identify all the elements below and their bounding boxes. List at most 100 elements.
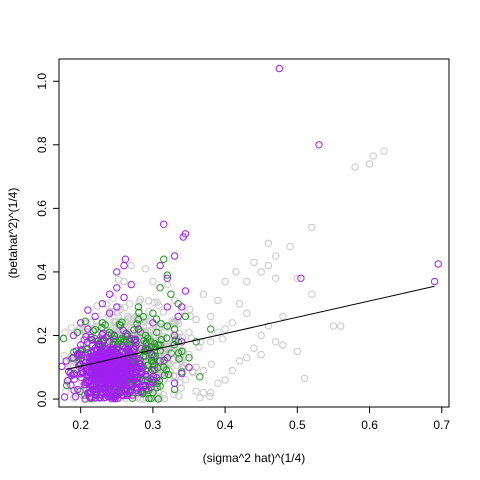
x-tick-label: 0.5: [289, 418, 306, 432]
data-point: [157, 336, 166, 344]
data-point: [77, 341, 85, 349]
data-point: [192, 363, 200, 371]
data-point: [221, 325, 229, 333]
data-point: [275, 64, 283, 73]
data-point: [182, 376, 190, 384]
data-point: [60, 352, 69, 360]
data-point: [156, 382, 164, 390]
data-point: [105, 392, 114, 400]
x-axis-label: (sigma^2 hat)^(1/4): [203, 451, 306, 465]
data-point: [61, 328, 69, 336]
data-point: [149, 309, 157, 317]
data-point: [73, 350, 82, 358]
data-point: [127, 280, 135, 289]
data-point: [152, 343, 160, 351]
data-point: [62, 381, 71, 390]
data-point: [123, 312, 132, 321]
data-point: [105, 338, 114, 346]
data-point: [122, 359, 130, 368]
data-point: [105, 309, 114, 317]
y-tick-label: 0.4: [35, 263, 49, 280]
data-point: [115, 320, 124, 329]
data-point: [178, 338, 186, 346]
data-point: [218, 335, 227, 343]
data-point: [130, 326, 138, 334]
data-point: [380, 147, 388, 155]
data-point: [235, 300, 244, 308]
data-point: [67, 381, 75, 389]
data-point: [430, 277, 439, 286]
data-point: [117, 357, 126, 365]
data-point: [124, 353, 133, 361]
data-point: [297, 274, 305, 282]
data-point: [192, 387, 200, 395]
data-point: [81, 317, 90, 325]
data-point: [365, 160, 374, 168]
data-point: [174, 320, 183, 328]
data-point: [159, 391, 168, 399]
data-point: [120, 261, 128, 270]
data-point: [156, 347, 165, 355]
data-point: [207, 338, 215, 346]
data-point: [163, 354, 172, 362]
data-point: [181, 312, 190, 321]
data-point: [192, 338, 200, 346]
data-point: [170, 320, 179, 328]
data-point: [196, 373, 204, 381]
data-point: [99, 329, 107, 337]
data-point: [207, 312, 215, 321]
data-point: [138, 367, 147, 376]
data-point: [170, 379, 179, 387]
data-point: [250, 344, 258, 352]
data-point: [107, 393, 115, 401]
data-point: [221, 376, 229, 384]
data-point: [152, 315, 161, 323]
data-point: [84, 372, 93, 380]
data-point: [134, 378, 142, 386]
data-point: [173, 362, 181, 370]
data-point: [77, 319, 85, 327]
data-point: [163, 280, 172, 289]
data-point: [93, 346, 101, 354]
data-point: [65, 367, 73, 376]
data-point: [214, 296, 222, 305]
data-point: [121, 255, 130, 263]
data-point: [163, 303, 172, 311]
data-point: [91, 325, 99, 334]
data-point: [170, 252, 179, 260]
data-point: [207, 325, 215, 333]
data-point: [142, 265, 150, 273]
data-point: [177, 364, 186, 372]
data-point: [153, 328, 161, 337]
data-point: [181, 287, 190, 295]
data-point: [110, 331, 119, 339]
data-point: [105, 290, 114, 298]
data-point: [150, 339, 159, 348]
data-point: [134, 373, 143, 381]
data-point: [207, 389, 215, 397]
data-point: [337, 322, 345, 330]
data-point: [199, 290, 208, 298]
data-point: [189, 368, 197, 377]
data-point: [98, 389, 107, 397]
data-point: [116, 356, 124, 364]
data-point: [114, 276, 123, 284]
data-point: [279, 341, 287, 349]
data-point: [113, 389, 121, 397]
data-point: [272, 338, 280, 346]
data-point: [107, 360, 116, 368]
data-point: [143, 373, 151, 381]
data-point: [169, 347, 178, 356]
data-point: [214, 379, 222, 387]
data-point: [58, 362, 66, 371]
data-point: [70, 371, 78, 379]
data-point: [132, 354, 140, 362]
data-point: [127, 261, 135, 270]
data-point: [243, 309, 251, 317]
data-point: [113, 268, 121, 276]
data-point: [178, 347, 186, 356]
data-point: [113, 303, 121, 311]
data-point: [286, 242, 294, 251]
data-point: [84, 379, 92, 387]
